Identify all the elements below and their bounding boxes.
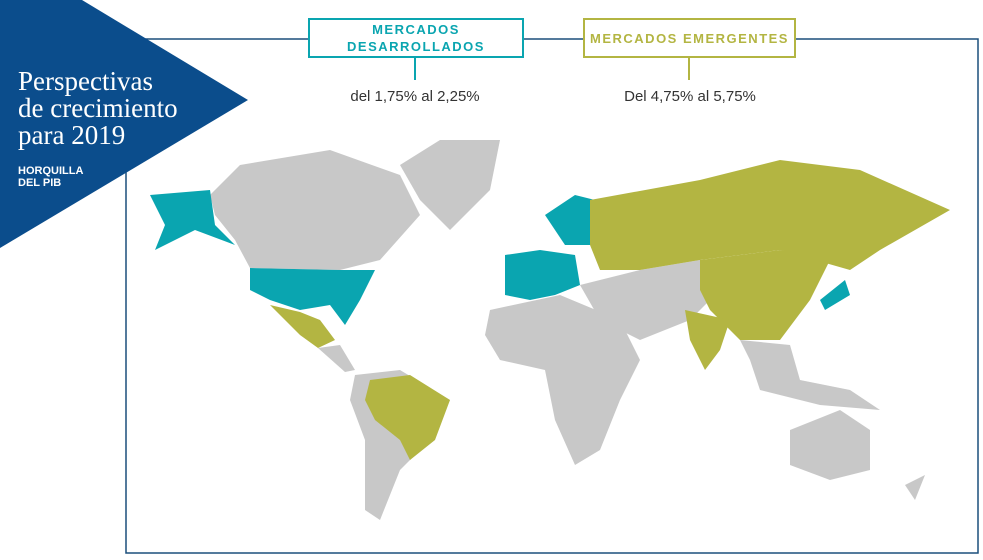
banner (0, 0, 248, 248)
title-line: de crecimiento (18, 93, 178, 123)
legend-range: del 1,75% al 2,25% (350, 88, 480, 105)
legend-range: Del 4,75% al 5,75% (624, 88, 756, 105)
legend-emerging: MERCADOS EMERGENTES (583, 18, 796, 58)
subtitle-line: DEL PIB (18, 177, 62, 189)
legend-label: MERCADOS EMERGENTES (590, 30, 789, 46)
title-line: Perspectivas (18, 66, 153, 96)
legend-developed: MERCADOS DESARROLLADOS (308, 18, 524, 58)
land-developed (150, 190, 850, 325)
subtitle: HORQUILLA DEL PIB (18, 165, 83, 189)
legend-label: MERCADOS (372, 22, 460, 37)
title-line: para 2019 (18, 120, 126, 150)
legend-label: DESARROLLADOS (347, 39, 485, 54)
land-other (210, 140, 925, 520)
subtitle-line: HORQUILLA (18, 165, 84, 177)
title: Perspectivas de crecimiento para 2019 (18, 68, 178, 149)
frame (125, 38, 979, 554)
land-emerging (270, 160, 950, 460)
